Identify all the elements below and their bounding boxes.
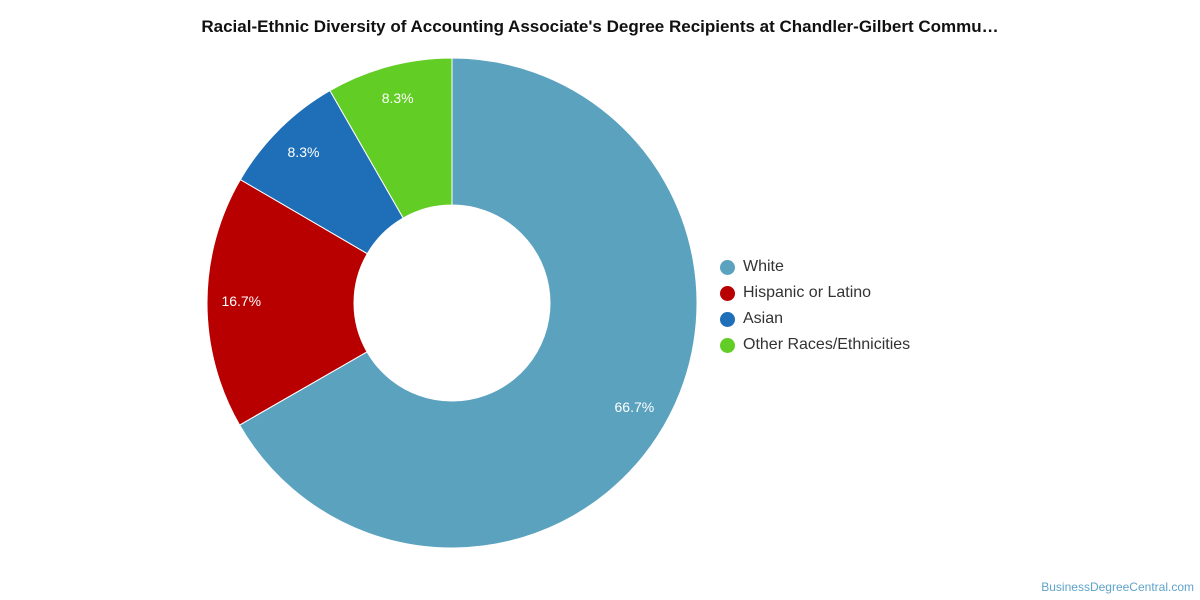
legend-item-hispanic[interactable]: Hispanic or Latino — [720, 280, 910, 306]
legend-label-asian: Asian — [743, 310, 784, 327]
slice-label-hispanic: 16.7% — [221, 293, 261, 309]
legend-item-white[interactable]: White — [720, 254, 910, 280]
slice-label-asian: 8.3% — [288, 144, 320, 160]
legend-item-other[interactable]: Other Races/Ethnicities — [720, 332, 910, 358]
slice-hispanic[interactable] — [206, 178, 369, 426]
legend-swatch-asian — [720, 311, 735, 327]
chart-title: Racial-Ethnic Diversity of Accounting As… — [201, 17, 999, 36]
legend-label-other: Other Races/Ethnicities — [743, 336, 911, 353]
legend-swatch-hispanic — [720, 285, 735, 301]
legend-swatch-other — [720, 337, 735, 353]
legend-label-white: White — [743, 258, 784, 275]
legend-swatch-white — [720, 259, 735, 275]
slice-label-other: 8.3% — [382, 90, 414, 106]
legend: White Hispanic or Latino Asian Other Rac… — [720, 254, 910, 358]
slice-white[interactable] — [238, 57, 698, 549]
slice-label-white: 66.7% — [615, 399, 655, 415]
legend-item-asian[interactable]: Asian — [720, 306, 910, 332]
slice-other[interactable] — [329, 57, 453, 219]
legend-label-hispanic: Hispanic or Latino — [743, 284, 872, 301]
watermark: BusinessDegreeCentral.com — [1041, 580, 1194, 594]
